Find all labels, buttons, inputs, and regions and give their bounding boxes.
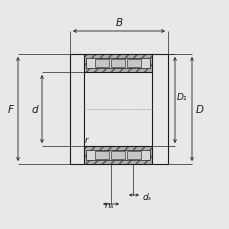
Bar <box>84 146 151 164</box>
Text: B: B <box>115 18 122 28</box>
Text: r: r <box>85 135 88 144</box>
Bar <box>111 151 124 159</box>
Bar <box>86 59 149 69</box>
Bar <box>126 60 140 68</box>
Text: dₛ: dₛ <box>142 193 151 202</box>
Bar <box>111 60 124 68</box>
Text: D₁: D₁ <box>176 93 187 102</box>
Text: F: F <box>8 105 14 114</box>
Text: d: d <box>31 105 38 114</box>
Bar <box>95 60 109 68</box>
Bar <box>126 151 140 159</box>
Bar <box>84 55 151 73</box>
Text: nₐ: nₐ <box>104 200 113 209</box>
Bar <box>86 150 149 160</box>
Bar <box>95 151 109 159</box>
Text: D: D <box>195 105 203 114</box>
